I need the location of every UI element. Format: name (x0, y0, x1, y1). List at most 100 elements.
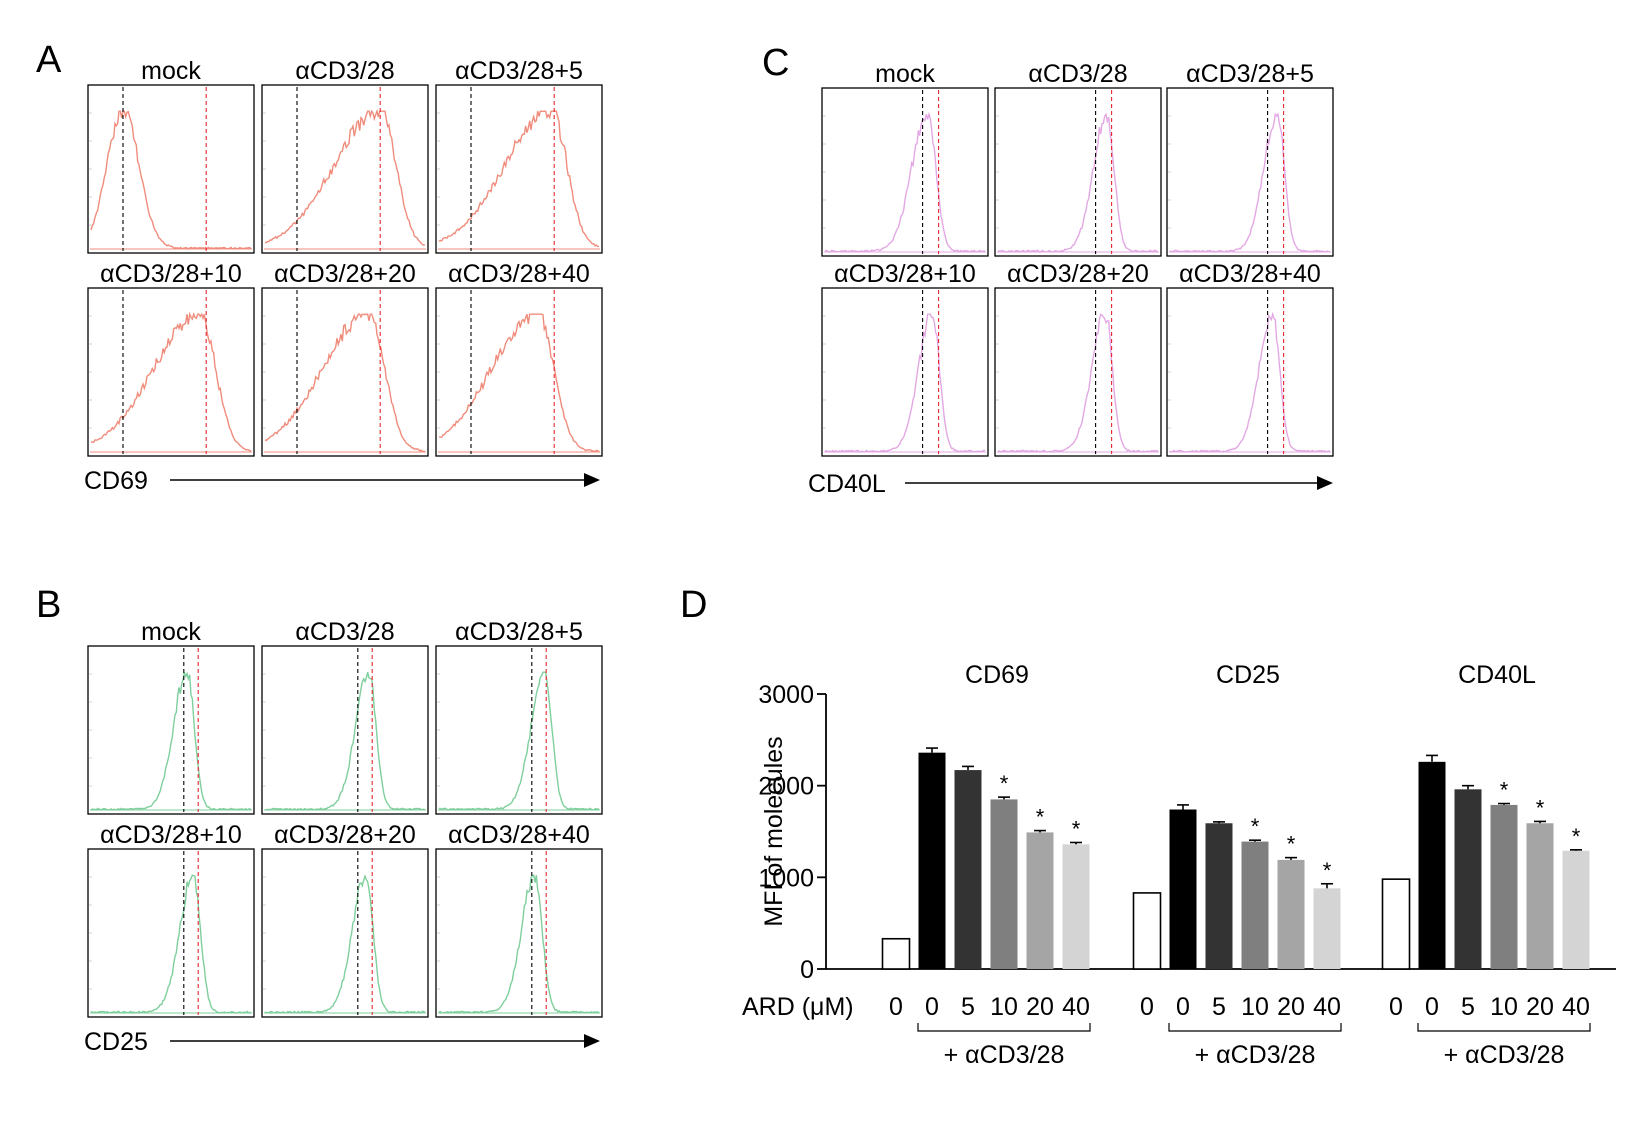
histogram-title: αCD3/28+5 (455, 618, 583, 646)
histogram: αCD3/28+10 (821, 260, 989, 457)
bar (1418, 761, 1446, 969)
histogram-title: αCD3/28+10 (100, 821, 242, 849)
histogram-title: αCD3/28+10 (834, 260, 976, 288)
x-tick-label: 0 (1425, 993, 1439, 1021)
significance-star: * (1572, 824, 1581, 849)
histogram: αCD3/28+20 (261, 821, 429, 1018)
panel-letter: A (36, 39, 62, 81)
histogram-frame (1166, 287, 1334, 457)
bar (1313, 888, 1341, 969)
group-title: CD40L (1458, 661, 1536, 689)
histogram-curve (90, 110, 252, 250)
bar (881, 937, 911, 970)
histogram: αCD3/28+40 (435, 260, 603, 457)
stimulation-bracket (1168, 1023, 1342, 1032)
histogram-frame (87, 287, 255, 457)
x-tick-label: 5 (1212, 993, 1226, 1021)
histogram-frame (994, 287, 1162, 457)
histogram: αCD3/28+5 (1166, 60, 1334, 257)
histogram-title: mock (141, 618, 201, 646)
bar (1026, 832, 1054, 969)
histogram-curve (438, 874, 600, 1015)
bar (1526, 823, 1554, 969)
bar (1562, 850, 1590, 969)
histogram-curve (90, 671, 252, 811)
histogram-frame (435, 848, 603, 1018)
histogram: αCD3/28+10 (87, 260, 255, 457)
histogram-curve (438, 313, 600, 453)
histogram-frame (261, 645, 429, 815)
histogram-curve (1169, 311, 1331, 453)
histogram: αCD3/28 (994, 60, 1162, 257)
histogram: mock (87, 618, 255, 815)
histogram-frame (1166, 87, 1334, 257)
histogram: αCD3/28 (261, 57, 429, 254)
histogram-title: αCD3/28+20 (274, 260, 416, 288)
histogram: αCD3/28+5 (435, 57, 603, 254)
x-tick-label: 40 (1562, 993, 1590, 1021)
x-tick-label: 0 (925, 993, 939, 1021)
histogram: αCD3/28 (261, 618, 429, 815)
significance-star: * (1287, 832, 1296, 857)
bar (990, 799, 1018, 969)
y-tick-label: 2000 (758, 773, 814, 801)
x-tick-label: 5 (961, 993, 975, 1021)
x-tick-label: 20 (1526, 993, 1554, 1021)
x-tick-label: 0 (1389, 993, 1403, 1021)
panel-letter: B (36, 584, 61, 626)
significance-star: * (1536, 795, 1545, 820)
histogram-curve (90, 874, 252, 1014)
bar (1381, 878, 1411, 970)
significance-star: * (1323, 858, 1332, 883)
bar (1241, 841, 1269, 969)
histogram-frame (87, 848, 255, 1018)
histogram-title: αCD3/28+5 (455, 57, 583, 85)
significance-star: * (1251, 814, 1260, 839)
significance-star: * (1000, 771, 1009, 796)
histogram-frame (435, 645, 603, 815)
panel-letter: D (680, 584, 707, 626)
y-tick-label: 3000 (758, 681, 814, 709)
histogram-title: αCD3/28+5 (1186, 60, 1314, 88)
x-tick-label: 20 (1277, 993, 1305, 1021)
bar (1277, 859, 1305, 969)
stimulation-bracket (917, 1023, 1091, 1032)
axis-label: CD25 (84, 1028, 148, 1056)
panel-letter: C (762, 42, 789, 84)
y-tick-label: 0 (800, 956, 814, 984)
histogram-frame (261, 287, 429, 457)
histogram-title: αCD3/28 (1028, 60, 1127, 88)
x-tick-label: 10 (990, 993, 1018, 1021)
x-tick-label: 20 (1026, 993, 1054, 1021)
histogram-title: αCD3/28 (295, 618, 394, 646)
bar (1169, 809, 1197, 969)
axis-label: CD69 (84, 467, 148, 495)
bracket-label: + αCD3/28 (1444, 1041, 1565, 1069)
bar (1062, 844, 1090, 969)
bar (1132, 892, 1162, 970)
histogram-title: αCD3/28+40 (448, 260, 590, 288)
histogram-title: αCD3/28+10 (100, 260, 242, 288)
histogram-title: αCD3/28+40 (448, 821, 590, 849)
histogram-frame (261, 848, 429, 1018)
histogram: mock (821, 60, 989, 257)
histogram-frame (435, 287, 603, 457)
histogram: αCD3/28+20 (261, 260, 429, 457)
histogram-curve (1169, 112, 1331, 253)
x-tick-label: 40 (1313, 993, 1341, 1021)
significance-star: * (1036, 805, 1045, 830)
axis-arrow-head (1317, 476, 1333, 490)
bar (954, 770, 982, 969)
significance-star: * (1072, 817, 1081, 842)
histogram: αCD3/28+20 (994, 260, 1162, 457)
x-axis-title: ARD (μM) (742, 993, 854, 1021)
bar (1454, 789, 1482, 969)
x-tick-label: 40 (1062, 993, 1090, 1021)
bar (1490, 804, 1518, 969)
